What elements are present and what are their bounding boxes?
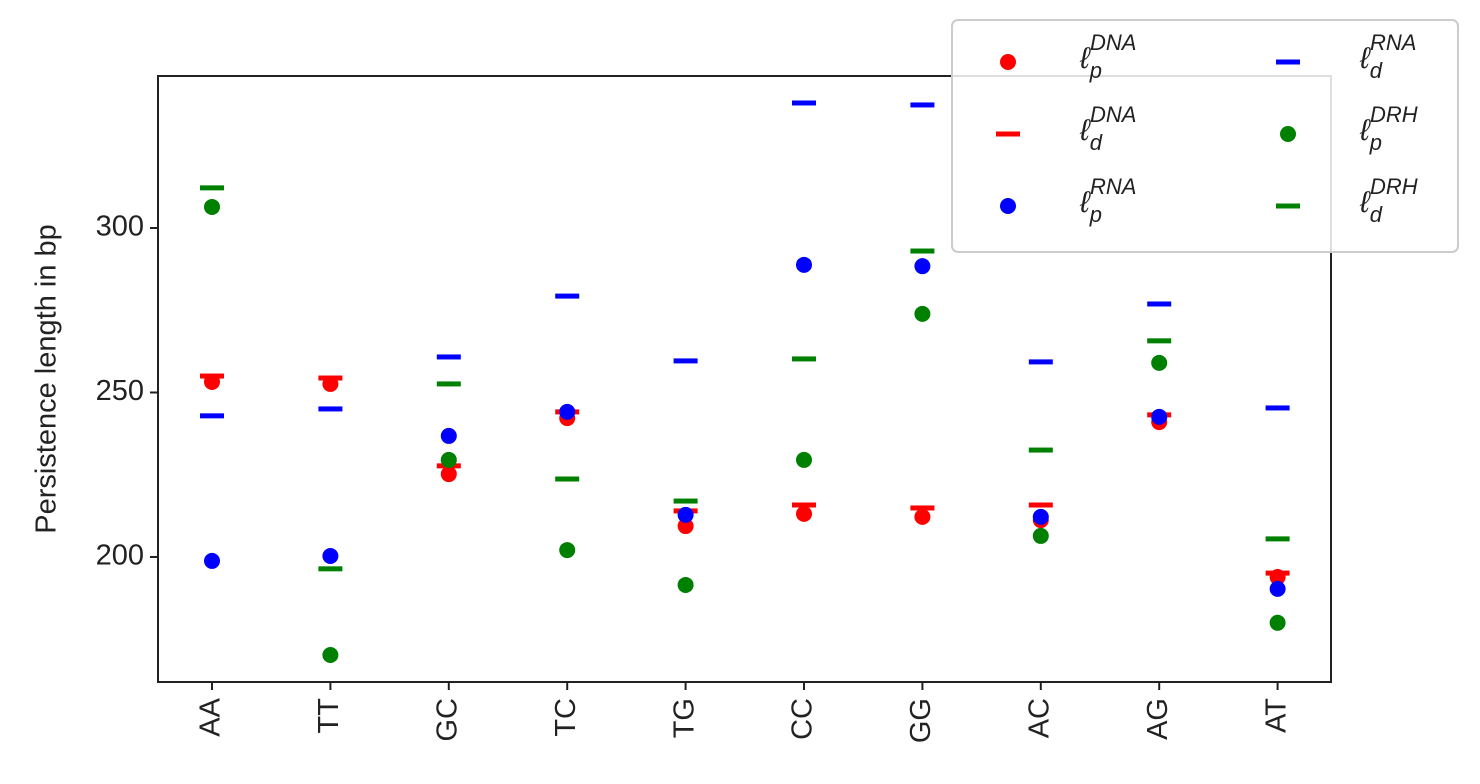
x-tick-label: AG: [1142, 698, 1174, 740]
legend-label: ℓdDNA: [1079, 102, 1136, 155]
dot: [1280, 126, 1296, 142]
legend-label: ℓpRNA: [1079, 174, 1136, 227]
dash: [1028, 359, 1053, 365]
dash: [318, 375, 343, 381]
x-tick-label: TT: [313, 698, 345, 734]
dot: [796, 451, 812, 468]
dot: [1151, 354, 1168, 371]
x-tick-label: AA: [195, 697, 227, 736]
dot: [1269, 580, 1286, 597]
x-tick-label: AC: [1023, 698, 1055, 738]
dash: [555, 476, 580, 482]
dash: [1276, 203, 1300, 209]
dash: [1147, 338, 1172, 344]
dot: [677, 506, 694, 523]
dash: [673, 498, 698, 504]
dash: [200, 413, 224, 419]
dash: [436, 381, 461, 387]
dot: [1000, 54, 1016, 70]
dash: [1028, 447, 1053, 453]
dot: [322, 647, 339, 664]
dash: [673, 358, 698, 364]
dot: [204, 198, 220, 215]
dot: [796, 505, 812, 522]
dot: [914, 258, 931, 275]
dash: [910, 505, 935, 511]
legend-label: ℓpDRH: [1359, 102, 1418, 155]
dash: [1028, 502, 1053, 508]
dash: [555, 293, 580, 299]
x-tick-label: GG: [905, 698, 937, 743]
dot: [914, 508, 931, 525]
dash: [910, 102, 935, 108]
x-tick-label: AT: [1260, 698, 1292, 733]
y-tick-label: 300: [96, 211, 144, 243]
y-tick-label: 200: [96, 540, 144, 572]
dash: [996, 131, 1020, 137]
legend-label: ℓpDNA: [1079, 30, 1136, 83]
dot: [1151, 408, 1168, 425]
dash: [1147, 301, 1172, 307]
y-axis-label: Persistence length in bp: [31, 224, 63, 534]
legend: ℓpDNA ℓdDNA ℓpRNA ℓdRNA ℓpDRH ℓdDRH: [951, 19, 1459, 253]
dot: [440, 427, 457, 444]
dash: [200, 185, 224, 191]
dash: [318, 406, 343, 412]
x-tick-label: GC: [431, 698, 463, 742]
x-tick-label: CC: [787, 698, 819, 740]
legend-label: ℓdDRH: [1359, 174, 1418, 227]
x-tick-label: TC: [550, 698, 582, 737]
dash: [1265, 570, 1290, 576]
dot: [677, 518, 694, 535]
plot-frame: [157, 75, 1332, 683]
dot: [1032, 508, 1049, 525]
dash: [1265, 536, 1290, 542]
x-tick-label: TG: [668, 698, 700, 738]
dash: [1265, 405, 1290, 411]
dash: [792, 502, 816, 508]
dot: [559, 542, 576, 559]
dash: [1276, 59, 1300, 65]
dot: [204, 552, 220, 569]
legend-label: ℓdRNA: [1359, 30, 1416, 83]
dot: [1000, 198, 1016, 214]
dot: [1269, 614, 1286, 631]
dot: [677, 576, 694, 593]
dash: [200, 373, 224, 379]
dot: [440, 451, 457, 468]
dot: [440, 466, 457, 483]
dash: [792, 100, 816, 106]
dash: [436, 354, 461, 360]
y-tick-label: 250: [96, 375, 144, 407]
dot: [914, 305, 931, 322]
dot: [322, 547, 339, 564]
dash: [792, 356, 816, 362]
dot: [1032, 527, 1049, 544]
dot: [796, 256, 812, 273]
dot: [559, 403, 576, 420]
dash: [910, 248, 935, 254]
legend-box: [951, 19, 1459, 253]
dash: [318, 566, 343, 572]
